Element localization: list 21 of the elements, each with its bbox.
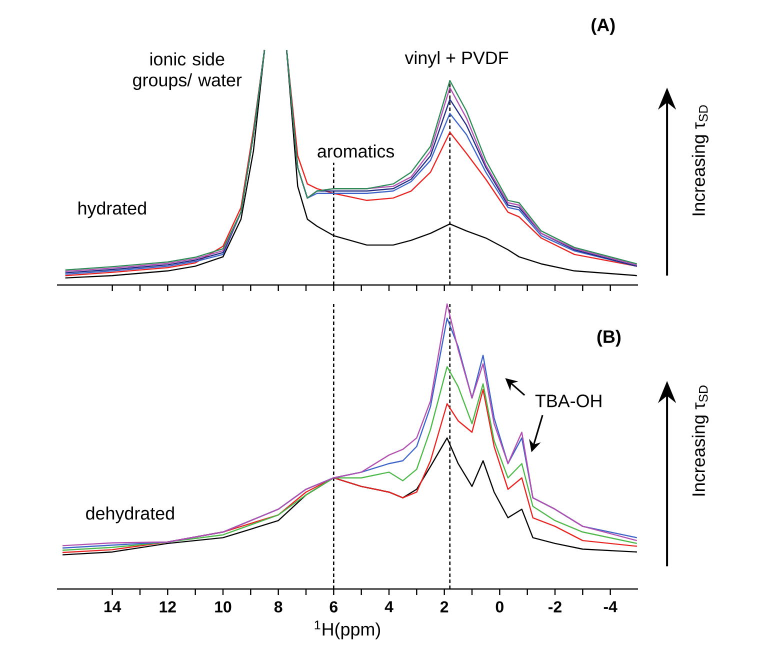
x-tick-label: -2 [548, 601, 562, 612]
annotation: hydrated [78, 201, 146, 218]
text: Increasing τ$_{SD}$ [692, 385, 709, 496]
annotation: (B) [597, 330, 621, 346]
x-tick-label: 6 [330, 601, 338, 612]
annotation: aromatics [318, 144, 394, 158]
x-tick-label: -4 [604, 601, 618, 612]
x-tick-label: 4 [384, 601, 394, 612]
annotation: vinyl + PVDF [404, 50, 508, 68]
x-tick-label: 14 [104, 601, 122, 612]
x-tick-label: 0 [496, 601, 504, 612]
text: Increasing τ$_{SD}$ [692, 105, 709, 216]
x-tick-label: 12 [160, 601, 176, 612]
x-tick-label: 8 [274, 601, 282, 612]
text: (A) [592, 18, 615, 35]
x-axis-title: $^{1}$H(ppm) [314, 620, 380, 640]
annotation: TBA-OH [535, 394, 602, 408]
x-tick-label: 10 [215, 601, 232, 612]
annotation: dehydrated [86, 506, 174, 524]
x-tick-label: 2 [440, 601, 448, 612]
annotation: ionic side groups/ water [133, 52, 242, 90]
